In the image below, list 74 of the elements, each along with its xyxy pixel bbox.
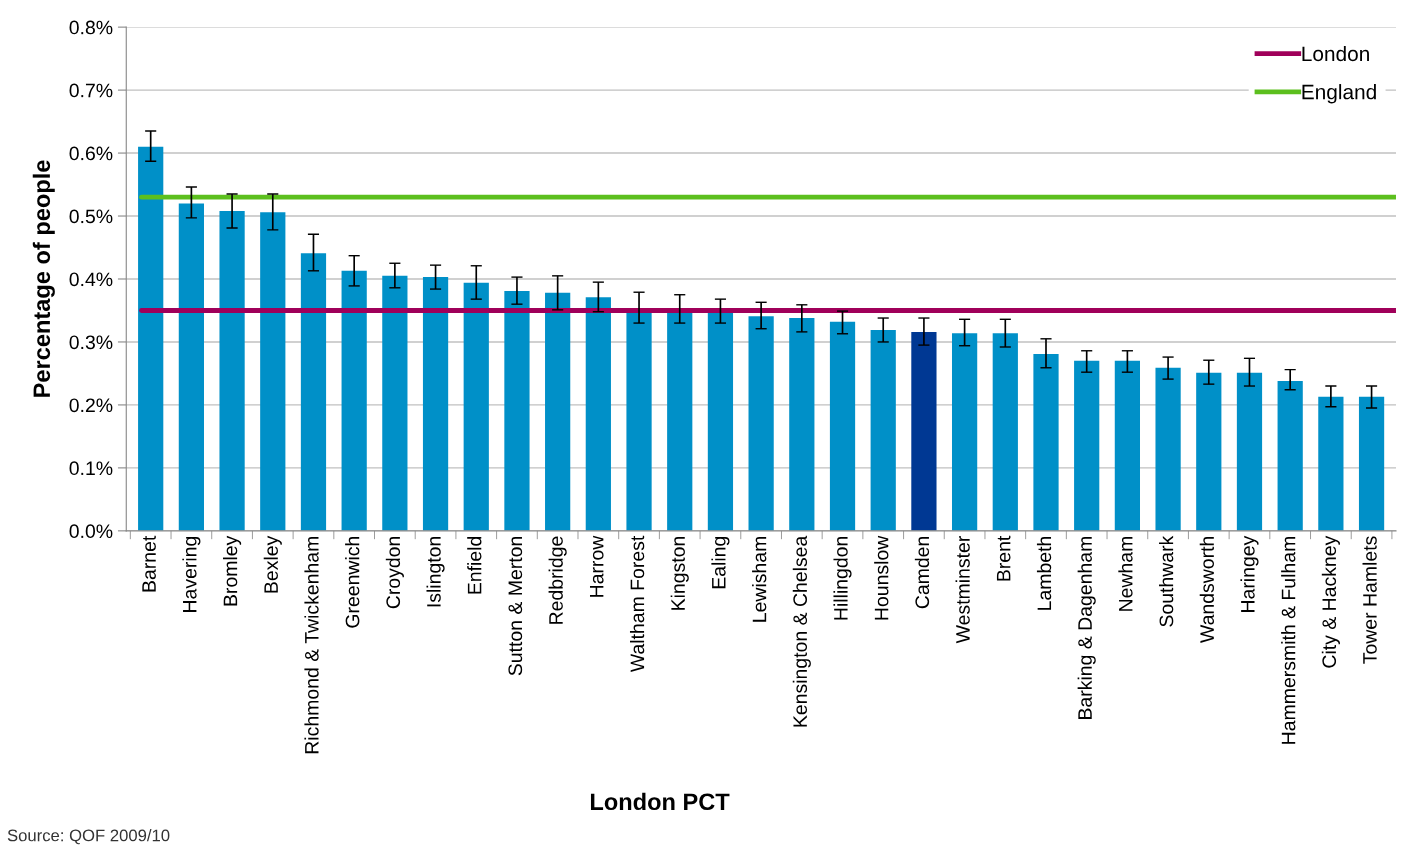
x-tick-label: Havering: [182, 536, 201, 612]
x-tick-label: Barnet: [142, 535, 156, 592]
bar: [911, 331, 937, 531]
bar: [219, 210, 245, 531]
x-tick-label: Hounslow: [874, 535, 889, 620]
x-tick-label: Bexley: [263, 535, 282, 593]
y-tick-label: 0.0%: [69, 524, 113, 539]
bar: [382, 275, 408, 531]
bar: [422, 277, 449, 531]
y-axis-title: Percentage of people: [32, 160, 55, 397]
bar: [585, 297, 611, 531]
y-tick-label: 0.4%: [69, 272, 113, 287]
bar: [829, 321, 856, 531]
bar: [260, 212, 286, 531]
x-tick-label: Richmond & Twickenham: [304, 536, 319, 754]
bar: [1074, 360, 1100, 531]
x-tick-label: Sutton & Merton: [508, 536, 523, 676]
x-tick-label: Bromley: [223, 535, 242, 606]
bar: [545, 292, 571, 531]
bar: [341, 270, 367, 531]
bar: [789, 318, 815, 531]
x-tick-label: Wandsworth: [1199, 536, 1214, 643]
x-tick-label: Waltham Forest: [629, 535, 645, 673]
bar: [707, 311, 734, 531]
bar: [1358, 396, 1385, 531]
x-tick-label: Kingston: [670, 536, 689, 610]
x-axis-title: London PCT: [590, 792, 730, 811]
y-tick-label: 0.5%: [69, 209, 113, 224]
legend-label: England: [1302, 84, 1376, 104]
y-tick-label: 0.7%: [69, 83, 113, 98]
bar: [300, 253, 327, 531]
bar: [870, 329, 896, 531]
x-tick-label: Lambeth: [1036, 536, 1052, 610]
bar: [1236, 372, 1263, 531]
x-tick-label: Islington: [426, 536, 445, 607]
bar: [1033, 353, 1059, 531]
y-tick-label: 0.8%: [69, 20, 113, 35]
x-tick-label: Camden: [914, 536, 930, 609]
bar: [138, 146, 164, 531]
x-tick-label: Redbridge: [548, 536, 567, 624]
bar: [1114, 360, 1141, 531]
source-note: Source: QOF 2009/10: [7, 829, 170, 845]
x-tick-label: Tower Hamlets: [1362, 536, 1377, 664]
x-tick-label: Barking & Dagenham: [1077, 536, 1096, 719]
x-tick-label: Haringey: [1240, 535, 1259, 612]
x-tick-label: Southwark: [1159, 535, 1174, 627]
x-tick-label: Brent: [996, 535, 1011, 581]
bar: [992, 333, 1018, 531]
bar: [951, 333, 978, 531]
y-tick-label: 0.3%: [69, 335, 113, 350]
x-tick-label: City & Hackney: [1321, 535, 1340, 668]
bar: [1196, 372, 1222, 531]
x-tick-label: Croydon: [385, 536, 404, 609]
legend-label: London: [1302, 45, 1369, 62]
y-tick-label: 0.6%: [69, 146, 113, 161]
x-tick-label: Harrow: [589, 535, 604, 597]
bar: [504, 290, 530, 531]
bar: [178, 203, 204, 531]
x-tick-label: Enfield: [467, 536, 482, 594]
bar: [1155, 367, 1181, 531]
x-tick-label: Greenwich: [345, 536, 360, 628]
x-tick-label: Hillingdon: [833, 536, 852, 620]
bar: [1318, 396, 1344, 531]
y-tick-label: 0.2%: [69, 398, 113, 413]
bar: [1277, 380, 1303, 531]
x-tick-label: Hammersmith & Fulham: [1281, 536, 1296, 744]
x-tick-label: Lewisham: [752, 536, 767, 622]
x-tick-label: Westminster: [955, 536, 970, 644]
bar: [748, 316, 774, 531]
x-tick-label: Newham: [1118, 536, 1133, 611]
y-tick-label: 0.1%: [69, 461, 113, 476]
x-tick-label: Ealing: [711, 536, 730, 589]
x-tick-label: Kensington & Chelsea: [792, 535, 811, 727]
bar: [463, 282, 489, 531]
